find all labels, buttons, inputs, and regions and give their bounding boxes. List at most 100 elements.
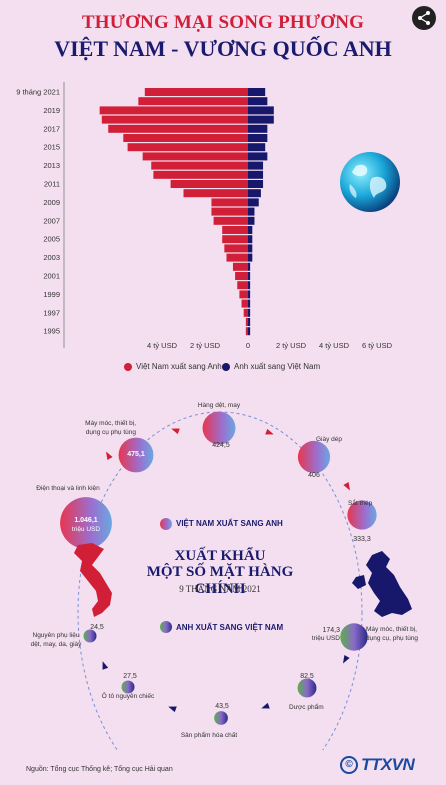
y-tick-label: 2015: [43, 143, 60, 152]
bar-vn-export: [101, 115, 248, 124]
center-subtitle: 9 THÁNG NĂM 2021: [179, 584, 261, 594]
x-tick-label: 0: [246, 341, 250, 350]
bar-vn-export: [232, 262, 248, 271]
flow-label-uk-to-vn: ANH XUẤT SANG VIỆT NAM: [176, 623, 284, 632]
bubble-value-label: 43,5: [215, 703, 229, 710]
bubble-uk-export: [340, 623, 368, 651]
y-tick-label: 2017: [43, 124, 60, 133]
flow-arrow: [343, 655, 350, 664]
x-tick-label: 4 tỷ USD: [147, 341, 178, 350]
bubble-item-label: Giày dép: [316, 436, 342, 443]
bar-vn-export: [243, 308, 248, 317]
bubble-vn-export: [347, 500, 377, 530]
bar-uk-export: [248, 161, 264, 170]
y-tick-label: 2003: [43, 253, 60, 262]
bar-uk-export: [248, 299, 251, 308]
bar-uk-export: [248, 134, 268, 142]
bar-uk-export: [248, 97, 268, 106]
bar-vn-export: [108, 124, 248, 133]
bar-vn-export: [183, 189, 248, 198]
bar-uk-export: [248, 308, 251, 317]
bubble-vn-export: [60, 497, 112, 549]
bubble-value-label: 1.046,1: [74, 517, 97, 524]
bar-uk-export: [248, 115, 274, 124]
bubble-uk-export: [83, 629, 97, 643]
bubble-unit-label: triệu USD: [72, 526, 100, 533]
export-cycle-diagram: Hàng dệt, may 424,5 Giày dép 406 Sắt thép 333…: [31, 402, 418, 750]
bar-vn-export: [170, 180, 248, 188]
bar-uk-export: [248, 244, 253, 253]
flow-arrow: [102, 661, 109, 670]
y-tick-label: 1995: [43, 327, 60, 336]
flow-arrow: [343, 482, 350, 491]
title-line1: THƯƠNG MẠI SONG PHƯƠNG: [81, 12, 365, 33]
bar-vn-export: [237, 281, 248, 290]
bar-uk-export: [248, 189, 261, 198]
legend-swatch-uk: [222, 362, 230, 371]
x-tick-label: 4 tỷ USD: [319, 341, 350, 350]
bar-vn-export: [226, 253, 248, 262]
x-tick-label: 6 tỷ USD: [362, 341, 393, 350]
y-tick-label: 2007: [43, 216, 60, 225]
center-title-line2: MỘT SỐ MẶT HÀNG CHÍNH: [146, 564, 294, 597]
bubble-value-label: 24,5: [90, 624, 104, 631]
y-tick-label: 2011: [44, 180, 60, 189]
bar-vn-export: [138, 97, 248, 106]
bar-uk-export: [248, 281, 251, 290]
globe-icon: [340, 152, 400, 212]
bubble-item-label: Hàng dệt, may: [198, 402, 241, 409]
bubble-item-label: Sản phẩm hóa chất: [181, 730, 238, 739]
bubble-item-label: Ô tô nguyên chiếc: [102, 691, 155, 700]
bar-uk-export: [248, 290, 251, 299]
bar-vn-export: [211, 198, 248, 207]
bar-vn-export: [142, 152, 248, 161]
center-title-line1: XUẤT KHẨU: [174, 548, 266, 564]
bar-vn-export: [245, 327, 248, 336]
bar-vn-export: [151, 161, 248, 170]
legend-vn-export: Việt Nam xuất sang Anh: [124, 362, 222, 371]
bubble-item-label: Nguyên phụ liệu: [33, 632, 80, 639]
share-button[interactable]: [412, 6, 436, 30]
legend-label-vn: Việt Nam xuất sang Anh: [136, 362, 222, 371]
ttxvn-mark-icon: ©: [340, 756, 358, 774]
flow-marker-vn: [160, 518, 172, 530]
bar-vn-export: [213, 216, 248, 225]
bar-uk-export: [248, 235, 253, 244]
flow-arrow: [265, 428, 274, 435]
flow-arrow: [106, 451, 113, 460]
bar-vn-export: [99, 106, 249, 115]
bar-vn-export: [239, 290, 248, 299]
bar-vn-export: [222, 226, 248, 234]
bubble-item-label: Máy móc, thiết bị,: [85, 418, 136, 427]
y-tick-label: 9 tháng 2021: [16, 88, 60, 97]
bar-vn-export: [241, 299, 248, 308]
y-tick-label: 2013: [43, 161, 60, 170]
bar-uk-export: [248, 207, 255, 216]
bar-vn-export: [224, 244, 248, 253]
bubble-value-label: 333,3: [353, 536, 371, 543]
bubble-item-label: Điện thoại và linh kiện: [36, 485, 100, 492]
bubble-item-label: Dược phẩm: [289, 703, 324, 711]
bar-uk-export: [248, 198, 259, 207]
flow-marker-uk: [160, 621, 172, 633]
legend-swatch-vn: [124, 362, 132, 371]
share-icon: [418, 11, 430, 25]
bar-vn-export: [153, 170, 248, 179]
bubble-value-label: 475,1: [127, 451, 145, 458]
bar-uk-export: [248, 143, 266, 152]
bubble-value-label: 174,3: [322, 627, 340, 634]
bar-uk-export: [248, 253, 253, 262]
bubble-item-label: Máy móc, thiết bị,: [366, 624, 417, 633]
bar-uk-export: [248, 272, 251, 280]
y-tick-label: 2009: [43, 198, 60, 207]
bar-uk-export: [248, 180, 264, 188]
bar-uk-export: [248, 318, 251, 326]
y-tick-label: 2019: [43, 106, 60, 115]
y-tick-label: 2005: [43, 235, 60, 244]
title-line2: VIỆT NAM - VƯƠNG QUỐC ANH: [54, 36, 392, 61]
bar-uk-export: [248, 226, 253, 234]
legend-uk-export: Anh xuất sang Việt Nam: [222, 362, 320, 371]
flow-arrow: [261, 702, 270, 709]
ttxvn-logo: © TTXVN: [340, 755, 415, 775]
bubble-uk-export: [214, 711, 228, 725]
